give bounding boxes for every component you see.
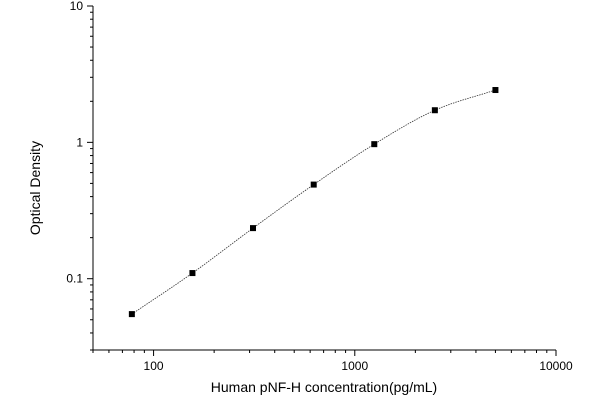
x-axis-title: Human pNF-H concentration(pg/mL): [211, 379, 437, 395]
y-tick-label: 1: [76, 135, 83, 149]
x-tick-label: 100: [144, 359, 164, 373]
data-point: [250, 225, 257, 232]
data-point: [128, 311, 135, 318]
y-tick-label: 10: [70, 0, 84, 13]
y-tick-label: 0.1: [66, 272, 83, 286]
data-point: [492, 87, 499, 94]
data-point: [310, 181, 317, 188]
x-tick-label: 10000: [539, 359, 573, 373]
data-point: [431, 107, 438, 114]
data-points: [128, 87, 499, 318]
data-point: [189, 270, 196, 277]
axis-frame: [92, 6, 556, 351]
y-ticks: 0.1 1 10: [66, 0, 93, 351]
y-axis-title: Optical Density: [27, 141, 43, 235]
x-ticks: 100 1000 10000: [92, 350, 573, 373]
fit-curve: [131, 89, 496, 315]
x-tick-label: 1000: [341, 359, 368, 373]
data-point: [371, 141, 378, 148]
